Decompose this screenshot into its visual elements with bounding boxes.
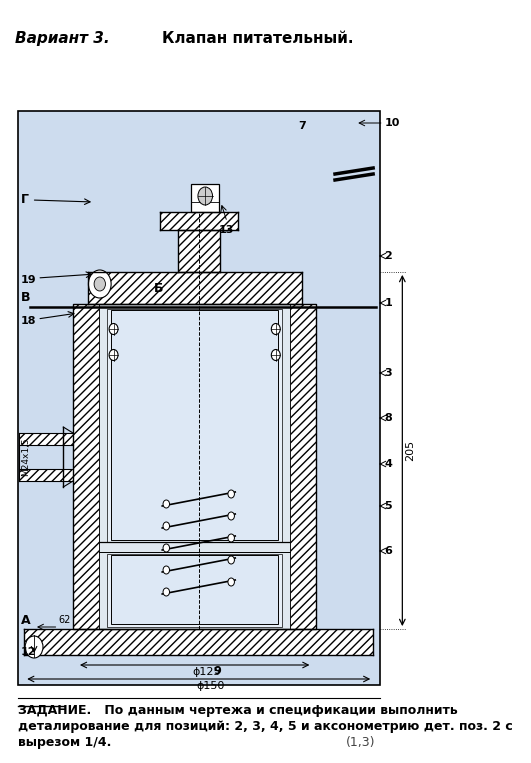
Bar [111, 555, 278, 624]
Circle shape [228, 490, 234, 498]
Bar [18, 111, 380, 685]
Circle shape [109, 349, 118, 360]
Text: ϕ150: ϕ150 [196, 681, 225, 691]
Text: 5: 5 [384, 501, 392, 511]
Circle shape [228, 512, 234, 520]
Text: Клапан питательный.: Клапан питательный. [162, 31, 354, 46]
Text: ЗАДАНИЕ.   По данным чертежа и спецификации выполнить: ЗАДАНИЕ. По данным чертежа и спецификаци… [18, 704, 458, 717]
Text: В: В [21, 291, 31, 304]
Text: ϕ125: ϕ125 [193, 667, 221, 677]
Circle shape [94, 277, 106, 291]
Text: 8: 8 [384, 413, 392, 423]
Text: 12: 12 [21, 647, 37, 657]
Polygon shape [73, 304, 99, 629]
Text: 1: 1 [384, 298, 392, 308]
Bar [99, 304, 290, 629]
Text: 2: 2 [384, 251, 392, 261]
Polygon shape [160, 212, 238, 230]
Circle shape [271, 349, 280, 360]
Circle shape [198, 187, 212, 205]
Text: 4: 4 [384, 459, 392, 469]
Polygon shape [178, 230, 220, 272]
Circle shape [228, 578, 234, 586]
Text: 205: 205 [406, 440, 416, 461]
Circle shape [109, 324, 118, 334]
Polygon shape [107, 554, 282, 627]
Circle shape [163, 588, 169, 596]
Polygon shape [88, 272, 302, 304]
Bar [18, 111, 380, 685]
Text: М24х1,5: М24х1,5 [21, 438, 30, 476]
Polygon shape [20, 469, 73, 481]
Bar [111, 310, 278, 540]
Text: (1,3): (1,3) [346, 736, 375, 749]
Text: 6: 6 [384, 546, 392, 556]
Text: 19: 19 [21, 275, 37, 285]
Circle shape [163, 500, 169, 508]
Text: 13: 13 [219, 225, 234, 235]
Text: 3: 3 [384, 368, 392, 378]
Polygon shape [107, 309, 282, 542]
Text: Б: Б [154, 282, 164, 295]
Text: 7: 7 [298, 121, 306, 131]
Text: Г: Г [21, 192, 29, 205]
Text: 62: 62 [59, 615, 71, 625]
Bar [73, 304, 316, 629]
Text: 9: 9 [213, 666, 221, 676]
Text: деталирование для позиций: 2, 3, 4, 5 и аксонометрию дет. поз. 2 с: деталирование для позиций: 2, 3, 4, 5 и … [18, 720, 512, 733]
Circle shape [163, 522, 169, 530]
Circle shape [228, 556, 234, 564]
Circle shape [228, 534, 234, 542]
Text: 18: 18 [21, 316, 37, 326]
Circle shape [163, 544, 169, 552]
Text: Вариант 3.: Вариант 3. [14, 31, 109, 46]
Polygon shape [20, 433, 73, 445]
Text: вырезом 1/4.: вырезом 1/4. [18, 736, 111, 749]
Circle shape [163, 566, 169, 574]
Circle shape [25, 636, 43, 658]
Text: А: А [21, 614, 31, 627]
Bar [192, 184, 219, 212]
Polygon shape [24, 629, 373, 655]
Circle shape [271, 324, 280, 334]
Circle shape [89, 270, 111, 298]
Polygon shape [290, 304, 316, 629]
Text: 10: 10 [384, 118, 400, 128]
